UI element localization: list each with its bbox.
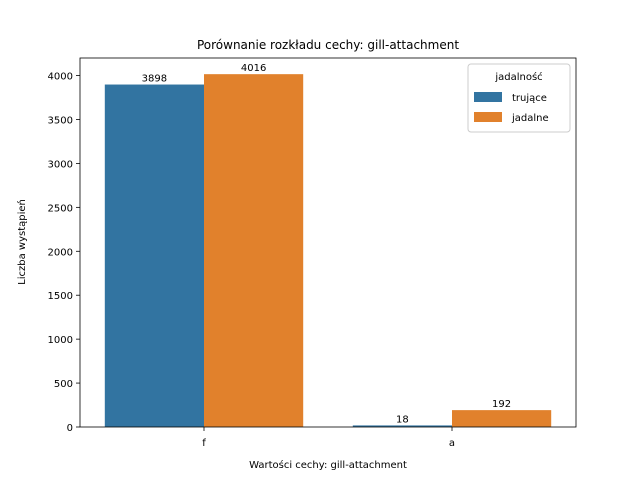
y-tick-label-3500: 3500	[48, 116, 73, 127]
y-tick-label-4000: 4000	[48, 72, 73, 83]
bar-jadalne-f	[204, 74, 304, 427]
y-tick-label-1500: 1500	[48, 291, 73, 302]
data-label-jadalne-a: 192	[492, 399, 511, 410]
axes-frame	[79, 57, 577, 428]
y-axis-label: Liczba wystąpień	[16, 199, 28, 285]
x-tick-label-a: a	[449, 438, 455, 449]
y-tick-label-2500: 2500	[48, 203, 73, 214]
data-label-trujące-f: 3898	[142, 74, 167, 85]
bar-jadalne-a	[452, 410, 552, 427]
bar-trujące-f	[104, 84, 204, 427]
x-axis-label: Wartości cechy: gill-attachment	[249, 459, 407, 471]
y-tick-label-3000: 3000	[48, 159, 73, 170]
data-label-jadalne-f: 4016	[241, 63, 266, 74]
x-tick-label-f: f	[202, 438, 206, 449]
legend: jadalność trujące jadalne	[467, 63, 571, 133]
chart-title: Porównanie rozkładu cechy: gill-attachme…	[197, 38, 459, 52]
legend-title: jadalność	[494, 71, 542, 83]
legend-label-trujące: trujące	[512, 93, 547, 104]
y-tick-label-500: 500	[54, 379, 73, 390]
y-tick-label-2000: 2000	[48, 247, 73, 258]
legend-swatch-jadalne	[474, 112, 502, 122]
plot-area: 3898 4016 f 18 192 a 0 500 1000 1500 2000 2500 3000 3…	[48, 57, 577, 449]
legend-label-jadalne: jadalne	[511, 113, 549, 124]
legend-swatch-trujące	[474, 92, 502, 102]
data-label-trujące-a: 18	[396, 414, 409, 425]
y-tick-label-0: 0	[67, 423, 73, 434]
bar-trujące-a	[352, 425, 452, 427]
y-tick-label-1000: 1000	[48, 335, 73, 346]
